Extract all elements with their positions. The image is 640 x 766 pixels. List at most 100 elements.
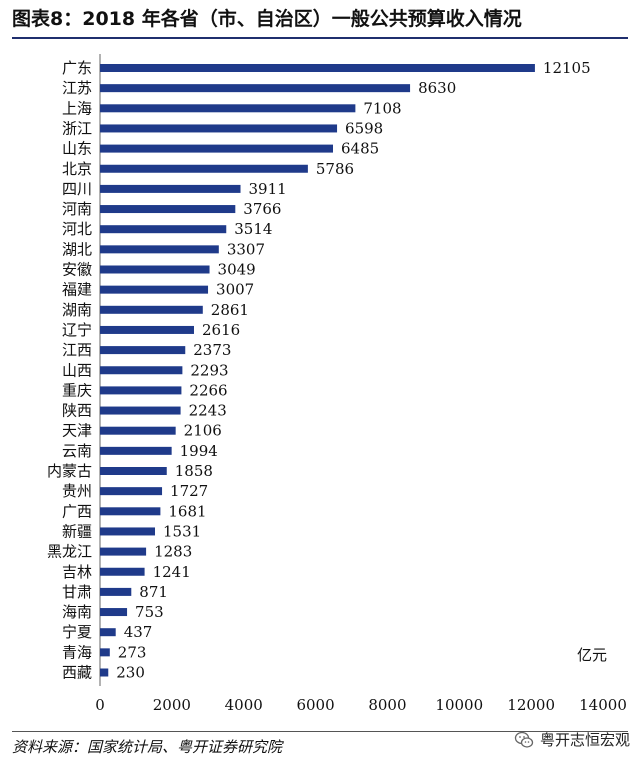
category-label: 福建 [62,281,92,299]
wechat-icon [514,731,534,748]
data-label: 1681 [168,502,206,520]
data-label: 1283 [154,543,192,561]
bar [100,406,181,415]
category-label: 青海 [62,643,92,661]
x-tick-label: 10000 [435,696,483,714]
bar [100,346,186,355]
category-label: 山西 [62,361,92,379]
data-label: 8630 [418,79,456,97]
category-label: 广西 [62,502,92,520]
data-label: 1858 [175,462,213,480]
bar [100,84,411,93]
bar [100,567,145,576]
bar [100,245,219,254]
category-label: 云南 [62,442,92,460]
bar [100,547,147,556]
data-label: 1994 [180,442,218,460]
category-label: 江苏 [62,79,92,97]
data-label: 2243 [189,402,227,420]
bar [100,507,161,516]
bar [100,527,156,536]
data-label: 3307 [227,240,265,258]
x-tick-label: 12000 [507,696,555,714]
chart-title: 图表8：2018 年各省（市、自治区）一般公共预算收入情况 [12,8,522,30]
category-label: 山东 [62,140,92,158]
bar-chart: 广东 12105 江苏 8630 上海 7108 浙江 6598 山东 6485 北京 5786 四川 3… [47,54,627,714]
bar [100,648,110,657]
x-tick-label: 8000 [368,696,406,714]
category-label: 重庆 [62,381,92,399]
bar [100,164,308,173]
category-label: 湖北 [62,240,92,258]
category-label: 上海 [62,99,92,117]
category-label: 陕西 [62,402,92,420]
category-label: 江西 [62,341,92,359]
x-tick-label: 2000 [153,696,191,714]
data-label: 3766 [243,200,281,218]
bar [100,608,128,617]
watermark-text: 粤开志恒宏观 [539,731,630,749]
title-underline [12,37,628,39]
category-label: 西藏 [62,664,92,682]
data-label: 2266 [189,381,227,399]
category-label: 湖南 [62,301,92,319]
category-label: 四川 [62,180,92,198]
data-label: 2106 [184,422,222,440]
category-label: 河北 [62,220,92,238]
footer-divider [12,731,628,732]
bar [100,124,338,133]
category-label: 新疆 [62,522,92,540]
bar [100,467,167,475]
bar [100,587,132,596]
data-label: 273 [118,643,147,661]
source-note: 资料来源：国家统计局、粤开证券研究院 [12,738,283,756]
data-label: 6485 [341,140,379,158]
bar [100,205,236,214]
data-label: 1727 [170,482,208,500]
data-label: 6598 [345,119,383,137]
data-label: 2373 [193,341,231,359]
bar [100,305,203,314]
category-label: 海南 [62,603,92,621]
bar [100,104,356,113]
category-label: 黑龙江 [47,543,92,561]
data-label: 871 [139,583,168,601]
category-label: 贵州 [62,482,92,500]
bar [100,225,227,234]
watermark: 粤开志恒宏观 [514,729,630,750]
data-label: 3514 [234,220,272,238]
category-label: 吉林 [62,563,92,581]
category-label: 甘肃 [62,583,92,601]
x-tick-label: 4000 [225,696,263,714]
unit-label: 亿元 [577,646,607,664]
data-label: 7108 [363,99,401,117]
bar [100,285,209,294]
bar [100,668,109,677]
bar [100,446,172,455]
data-label: 3911 [249,180,287,198]
category-label: 河南 [62,200,92,218]
category-label: 北京 [62,160,92,178]
data-label: 2861 [211,301,249,319]
category-label: 辽宁 [62,321,92,339]
category-label: 浙江 [62,119,92,137]
bar [100,265,210,274]
bar [100,386,182,395]
bar [100,325,194,334]
category-label: 广东 [62,59,92,77]
data-label: 1531 [163,522,201,540]
bar [100,487,163,496]
data-label: 753 [135,603,164,621]
category-label: 天津 [62,422,92,440]
x-tick-label: 0 [95,696,105,714]
data-label: 2616 [202,321,240,339]
x-tick-label: 14000 [579,696,627,714]
data-label: 3049 [218,261,256,279]
bar [100,628,116,637]
bar [100,144,333,153]
bar [100,426,176,435]
data-label: 12105 [543,59,591,77]
bar [100,366,183,375]
data-label: 1241 [153,563,191,581]
x-tick-label: 6000 [296,696,334,714]
